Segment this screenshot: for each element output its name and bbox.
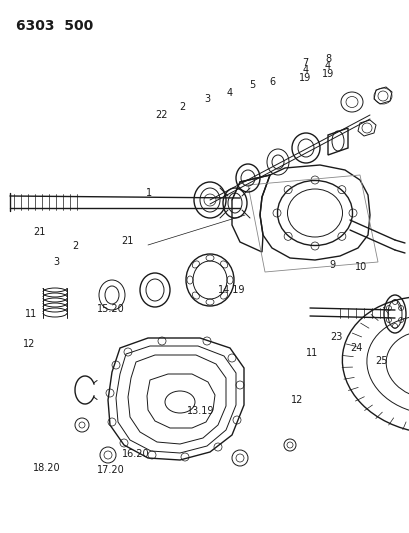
Text: 21: 21	[33, 227, 45, 237]
Text: 21: 21	[121, 236, 133, 246]
Text: 24: 24	[350, 343, 362, 352]
Text: 16.20: 16.20	[121, 449, 149, 459]
Text: 15.20: 15.20	[97, 304, 124, 314]
Text: 19: 19	[299, 73, 311, 83]
Text: 3: 3	[204, 94, 209, 103]
Text: 9: 9	[328, 261, 334, 270]
Text: 11: 11	[25, 310, 37, 319]
Text: 7: 7	[301, 58, 308, 68]
Text: 4: 4	[302, 66, 308, 75]
Text: 12: 12	[290, 395, 303, 405]
Text: 1: 1	[145, 188, 151, 198]
Text: 23: 23	[329, 332, 342, 342]
Text: 6: 6	[269, 77, 275, 86]
Text: 11: 11	[305, 348, 317, 358]
Text: 17.20: 17.20	[97, 465, 124, 475]
Text: 14.19: 14.19	[217, 286, 245, 295]
Text: 3: 3	[53, 257, 59, 267]
Text: 13.19: 13.19	[187, 407, 214, 416]
Text: 5: 5	[248, 80, 255, 90]
Text: 19: 19	[321, 69, 333, 78]
Text: 2: 2	[72, 241, 79, 251]
Text: 6303  500: 6303 500	[16, 19, 93, 33]
Text: 12: 12	[22, 339, 35, 349]
Text: 4: 4	[226, 88, 232, 98]
Text: 22: 22	[155, 110, 168, 119]
Text: 4: 4	[324, 61, 330, 71]
Text: 25: 25	[374, 357, 387, 366]
Text: 18.20: 18.20	[33, 463, 61, 473]
Text: 2: 2	[179, 102, 185, 111]
Text: 10: 10	[354, 262, 366, 271]
Text: 8: 8	[324, 54, 330, 63]
